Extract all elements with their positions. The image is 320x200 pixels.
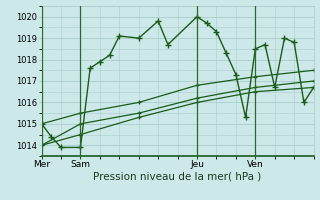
X-axis label: Pression niveau de la mer( hPa ): Pression niveau de la mer( hPa )	[93, 172, 262, 182]
